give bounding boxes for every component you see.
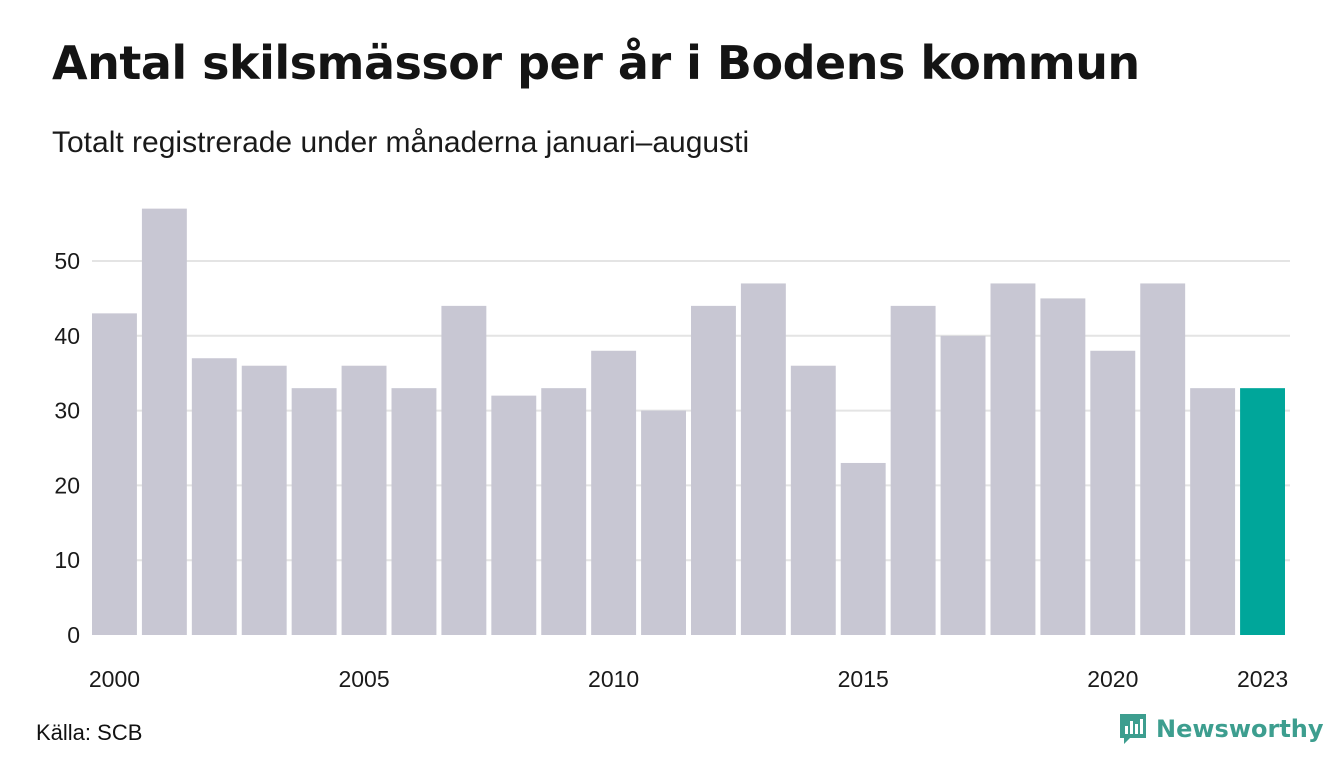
bar [491, 395, 537, 635]
x-axis-ticks: 2000 2005 2010 2015 2020 2023 [89, 666, 1288, 692]
bar [740, 283, 786, 635]
y-tick-label: 40 [54, 323, 80, 349]
bar [1140, 283, 1186, 635]
y-tick-label: 0 [67, 622, 80, 648]
x-tick-label: 2020 [1087, 666, 1138, 692]
brand-logo: Newsworthy [1118, 712, 1324, 746]
bar [940, 335, 986, 635]
y-tick-label: 20 [54, 472, 80, 498]
bar [1090, 350, 1136, 635]
bar-highlighted [1240, 388, 1285, 635]
bar [691, 305, 736, 635]
bar [890, 305, 936, 635]
bar-chart: 0 10 20 30 40 50 2000 2005 2010 2015 2020 2023 [54, 208, 1290, 692]
x-tick-label: 2000 [89, 666, 140, 692]
y-tick-label: 30 [54, 398, 80, 424]
y-axis-ticks: 0 10 20 30 40 50 [54, 248, 80, 648]
bar [341, 365, 387, 635]
x-tick-label: 2005 [338, 666, 389, 692]
x-tick-label: 2023 [1237, 666, 1288, 692]
bar [541, 388, 587, 635]
newsworthy-logo-icon [1120, 714, 1146, 744]
bar [990, 283, 1036, 635]
x-tick-label: 2015 [838, 666, 889, 692]
bar [92, 313, 137, 635]
chart-title: Antal skilsmässor per år i Bodens kommun [52, 36, 1140, 90]
bar [1040, 298, 1086, 635]
bar [241, 365, 287, 635]
x-tick-label: 2010 [588, 666, 639, 692]
bars [92, 208, 1285, 635]
bar [840, 462, 886, 635]
bar [191, 358, 237, 635]
bar [391, 388, 437, 635]
y-tick-label: 10 [54, 547, 80, 573]
bar [441, 305, 487, 635]
bar [790, 365, 836, 635]
bar [141, 208, 187, 635]
source-note: Källa: SCB [36, 720, 143, 745]
bar [1190, 388, 1236, 635]
chart-subtitle: Totalt registrerade under månaderna janu… [52, 126, 750, 159]
bar [641, 410, 686, 635]
bar [291, 388, 337, 635]
bar [591, 350, 637, 635]
brand-name: Newsworthy [1156, 715, 1324, 743]
y-tick-label: 50 [54, 248, 80, 274]
